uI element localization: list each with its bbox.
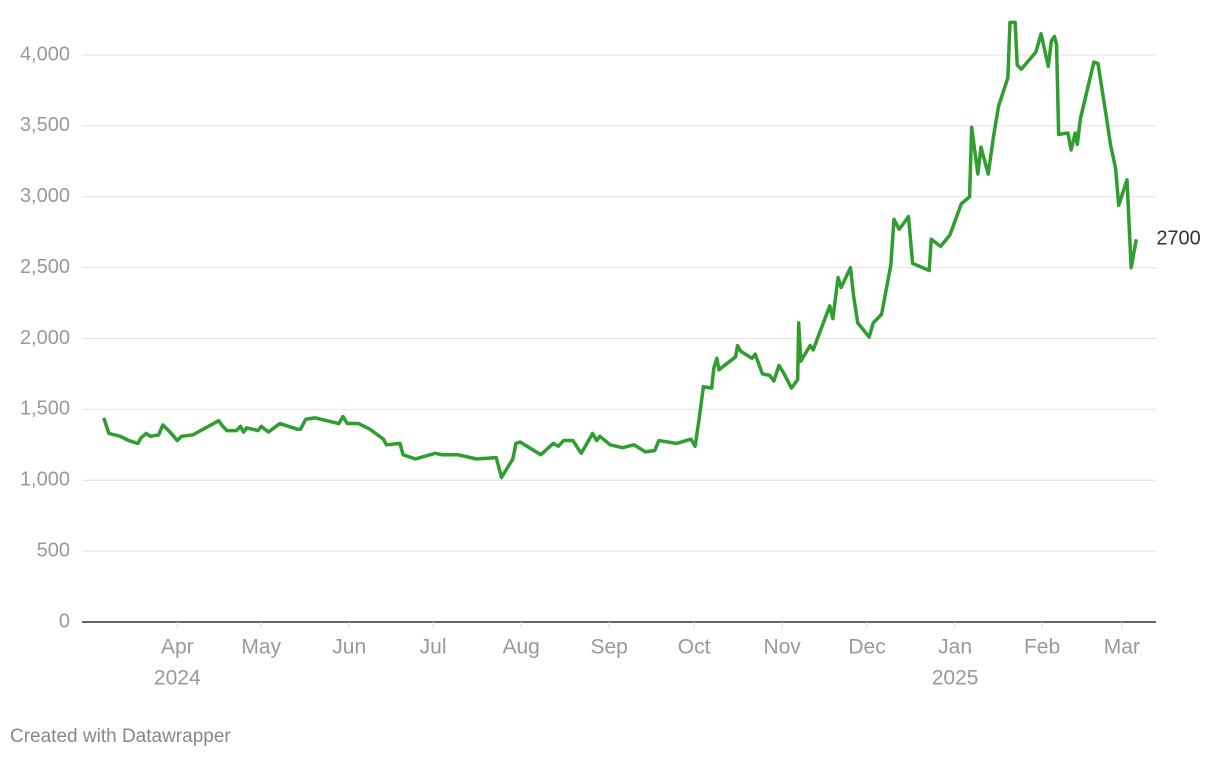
year-label: 2024 — [154, 667, 201, 690]
y-tick-label: 1,000 — [20, 469, 70, 491]
x-tick-label: Feb — [1024, 636, 1060, 659]
y-tick-label: 2,000 — [20, 327, 70, 349]
y-tick-label: 0 — [59, 610, 70, 632]
year-label: 2025 — [932, 667, 979, 690]
x-tick-label: Nov — [763, 636, 801, 659]
x-tick-label: Apr — [161, 636, 194, 659]
y-tick-label: 1,500 — [20, 398, 70, 420]
credit: Created with Datawrapper — [10, 726, 231, 747]
end-label: 2700 — [1156, 228, 1201, 250]
y-tick-label: 2,500 — [20, 256, 70, 278]
y-tick-label: 4,000 — [20, 43, 70, 65]
x-tick-label: Mar — [1104, 636, 1140, 659]
x-tick-label: Oct — [678, 636, 711, 659]
x-tick-label: Aug — [502, 636, 539, 659]
y-tick-label: 500 — [37, 539, 70, 561]
x-tick-label: Sep — [590, 636, 627, 659]
y-tick-label: 3,000 — [20, 185, 70, 207]
x-tick-label: Jun — [332, 636, 366, 659]
line — [102, 20, 1139, 480]
x-tick-label: Jan — [938, 636, 972, 659]
x-tick-label: Dec — [848, 636, 885, 659]
x-tick-label: May — [241, 636, 281, 659]
x-tick-label: Jul — [420, 636, 447, 659]
y-tick-label: 3,500 — [20, 114, 70, 136]
